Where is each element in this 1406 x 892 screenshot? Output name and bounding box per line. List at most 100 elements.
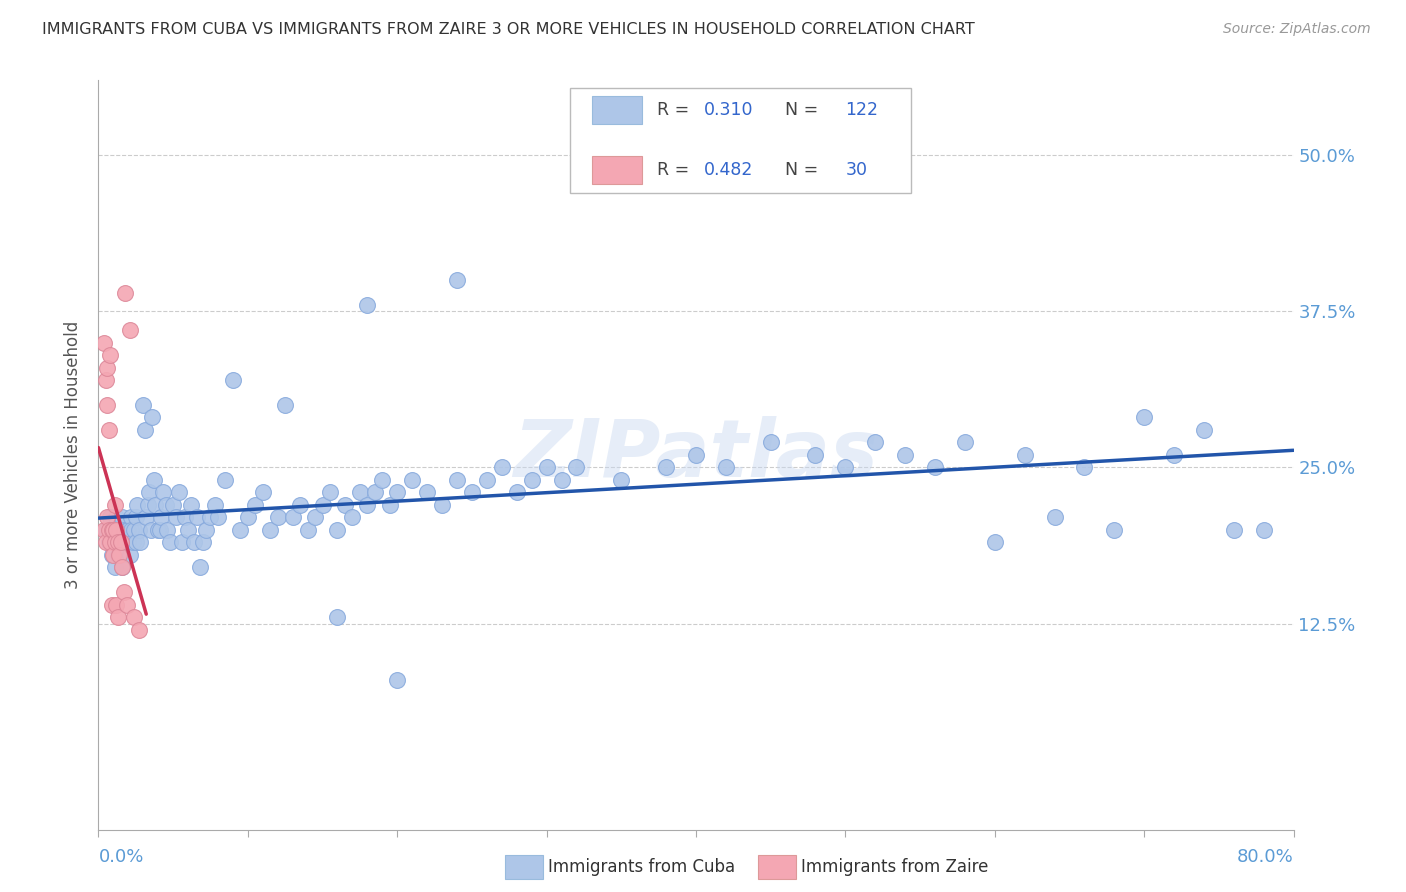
Text: R =: R =	[657, 102, 695, 120]
Point	[107, 535, 129, 549]
Point	[165, 510, 187, 524]
Text: IMMIGRANTS FROM CUBA VS IMMIGRANTS FROM ZAIRE 3 OR MORE VEHICLES IN HOUSEHOLD CO: IMMIGRANTS FROM CUBA VS IMMIGRANTS FROM …	[42, 22, 974, 37]
Point	[149, 523, 172, 537]
Point	[135, 510, 157, 524]
Text: R =: R =	[657, 161, 695, 179]
Point	[98, 348, 122, 362]
Point	[105, 598, 128, 612]
Point	[520, 473, 543, 487]
Point	[491, 460, 513, 475]
Point	[139, 523, 162, 537]
Point	[98, 510, 122, 524]
Point	[1223, 523, 1246, 537]
Point	[128, 523, 150, 537]
Text: 0.482: 0.482	[704, 161, 754, 179]
Point	[834, 460, 856, 475]
Point	[93, 523, 115, 537]
Point	[401, 473, 423, 487]
Point	[152, 485, 174, 500]
Point	[101, 598, 124, 612]
Point	[111, 510, 134, 524]
Point	[1133, 410, 1156, 425]
Point	[685, 448, 707, 462]
Point	[136, 498, 159, 512]
Point	[214, 473, 236, 487]
Y-axis label: 3 or more Vehicles in Household: 3 or more Vehicles in Household	[65, 321, 83, 589]
Point	[103, 523, 125, 537]
Point	[714, 460, 737, 475]
Point	[96, 360, 118, 375]
Point	[125, 510, 148, 524]
Point	[385, 673, 409, 687]
Point	[112, 523, 135, 537]
Point	[105, 523, 128, 537]
Point	[117, 535, 139, 549]
Point	[108, 535, 131, 549]
Point	[550, 473, 572, 487]
Point	[506, 485, 529, 500]
Point	[162, 498, 184, 512]
Text: 30: 30	[845, 161, 868, 179]
Point	[1043, 510, 1066, 524]
Bar	[592, 156, 643, 185]
Point	[96, 398, 118, 412]
Point	[1014, 448, 1036, 462]
Point	[101, 523, 124, 537]
Point	[96, 510, 118, 524]
Point	[236, 510, 259, 524]
Point	[142, 473, 165, 487]
Point	[141, 410, 163, 425]
Point	[245, 498, 267, 512]
Point	[446, 273, 468, 287]
Point	[267, 510, 290, 524]
Point	[984, 535, 1007, 549]
Text: 80.0%: 80.0%	[1237, 848, 1294, 866]
Point	[1253, 523, 1275, 537]
Point	[121, 535, 143, 549]
Point	[155, 498, 177, 512]
Point	[655, 460, 678, 475]
Point	[304, 510, 326, 524]
Point	[1163, 448, 1185, 462]
Point	[446, 473, 468, 487]
Point	[94, 535, 117, 549]
Point	[108, 548, 131, 562]
Point	[565, 460, 588, 475]
Point	[204, 498, 226, 512]
Point	[311, 498, 333, 512]
Point	[104, 498, 127, 512]
Point	[104, 560, 127, 574]
Point	[172, 535, 194, 549]
Point	[103, 548, 125, 562]
Point	[105, 523, 128, 537]
Point	[111, 560, 134, 574]
Text: ZIPatlas: ZIPatlas	[513, 416, 879, 494]
Point	[475, 473, 498, 487]
Point	[127, 498, 149, 512]
Point	[103, 535, 125, 549]
Point	[128, 623, 150, 637]
Point	[385, 485, 409, 500]
Point	[297, 523, 319, 537]
Point	[103, 523, 125, 537]
Point	[156, 523, 179, 537]
Point	[117, 523, 139, 537]
Point	[342, 510, 364, 524]
Point	[107, 610, 129, 624]
Point	[759, 435, 782, 450]
Point	[349, 485, 371, 500]
Point	[143, 498, 166, 512]
Text: 122: 122	[845, 102, 879, 120]
Point	[150, 510, 173, 524]
Text: 0.310: 0.310	[704, 102, 754, 120]
Point	[378, 498, 401, 512]
Point	[132, 398, 155, 412]
Point	[924, 460, 946, 475]
Point	[118, 548, 141, 562]
Point	[371, 473, 394, 487]
Point	[114, 535, 136, 549]
Point	[430, 498, 453, 512]
Point	[326, 610, 349, 624]
Point	[115, 523, 138, 537]
Point	[97, 423, 120, 437]
